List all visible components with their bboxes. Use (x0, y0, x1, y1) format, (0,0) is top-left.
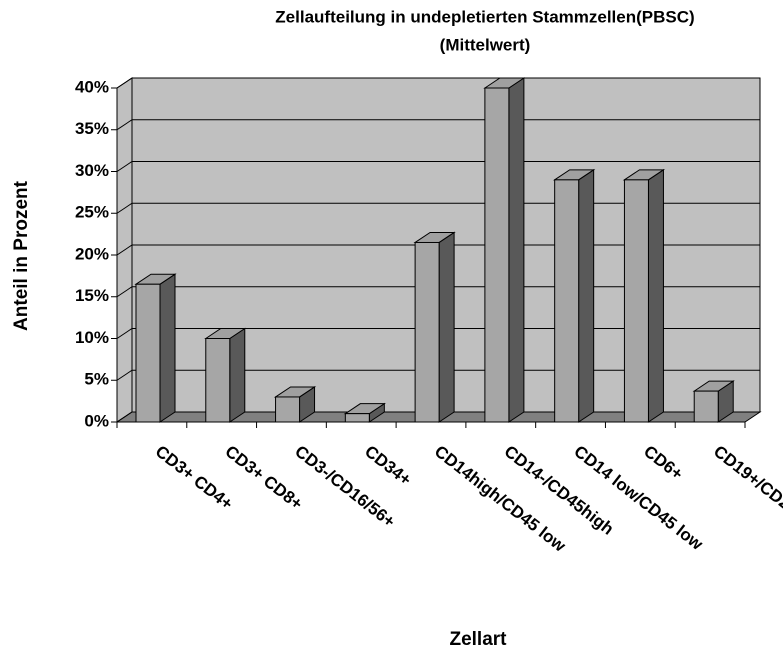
bar-side (647, 168, 664, 423)
bar (483, 77, 526, 423)
x-axis-title: Zellart (449, 629, 507, 650)
grid-line (116, 77, 760, 89)
bar-front (135, 283, 161, 423)
bar-front (554, 179, 580, 423)
bar-front (484, 87, 510, 423)
x-tick-label: CD6+ (640, 442, 686, 484)
y-tick-label: 40% (75, 77, 109, 96)
grid-line (116, 202, 760, 214)
bar (622, 168, 666, 423)
grid-line (116, 286, 760, 298)
bar-front (205, 338, 231, 423)
bar-front (623, 179, 649, 423)
y-tick-label: 25% (75, 203, 109, 222)
grid-line (116, 411, 760, 423)
bar-front (414, 241, 440, 423)
grid-line (116, 119, 760, 131)
bar-side (578, 168, 595, 423)
x-tick-label: CD14high/CD45 low (431, 442, 570, 556)
chart-title: Zellaufteilung in undepletierten Stammze… (275, 7, 694, 26)
bar-side (159, 273, 176, 423)
bar-front (275, 396, 301, 423)
y-tick-label: 0% (84, 411, 109, 430)
bar-front (344, 413, 370, 423)
x-tick-label: CD34+ (361, 442, 415, 490)
grid-line (116, 161, 760, 172)
bar (413, 231, 456, 423)
bar-side (438, 231, 455, 423)
bar (273, 386, 317, 423)
bar-front (693, 390, 719, 423)
grid-line (116, 369, 760, 381)
bar (134, 273, 177, 423)
grid-line (116, 244, 760, 256)
bar (553, 168, 596, 423)
y-tick-label: 35% (75, 119, 109, 138)
y-tick-label: 20% (75, 244, 109, 263)
grid-line (116, 328, 760, 339)
bar-side (229, 327, 246, 423)
x-tick-label: CD19+/CD20+ (710, 442, 783, 526)
bar-side (508, 77, 525, 423)
bar (343, 402, 386, 423)
bar (692, 380, 735, 423)
y-tick-label: 10% (75, 328, 109, 347)
y-axis-title: Anteil in Prozent (11, 180, 32, 331)
y-tick-label: 5% (84, 370, 109, 389)
chart-subtitle: (Mittelwert) (440, 35, 531, 54)
y-tick-label: 30% (75, 161, 109, 180)
x-tick-label: CD14 low/CD45 low (570, 442, 707, 555)
y-tick-label: 15% (75, 286, 109, 305)
bar (204, 327, 247, 423)
